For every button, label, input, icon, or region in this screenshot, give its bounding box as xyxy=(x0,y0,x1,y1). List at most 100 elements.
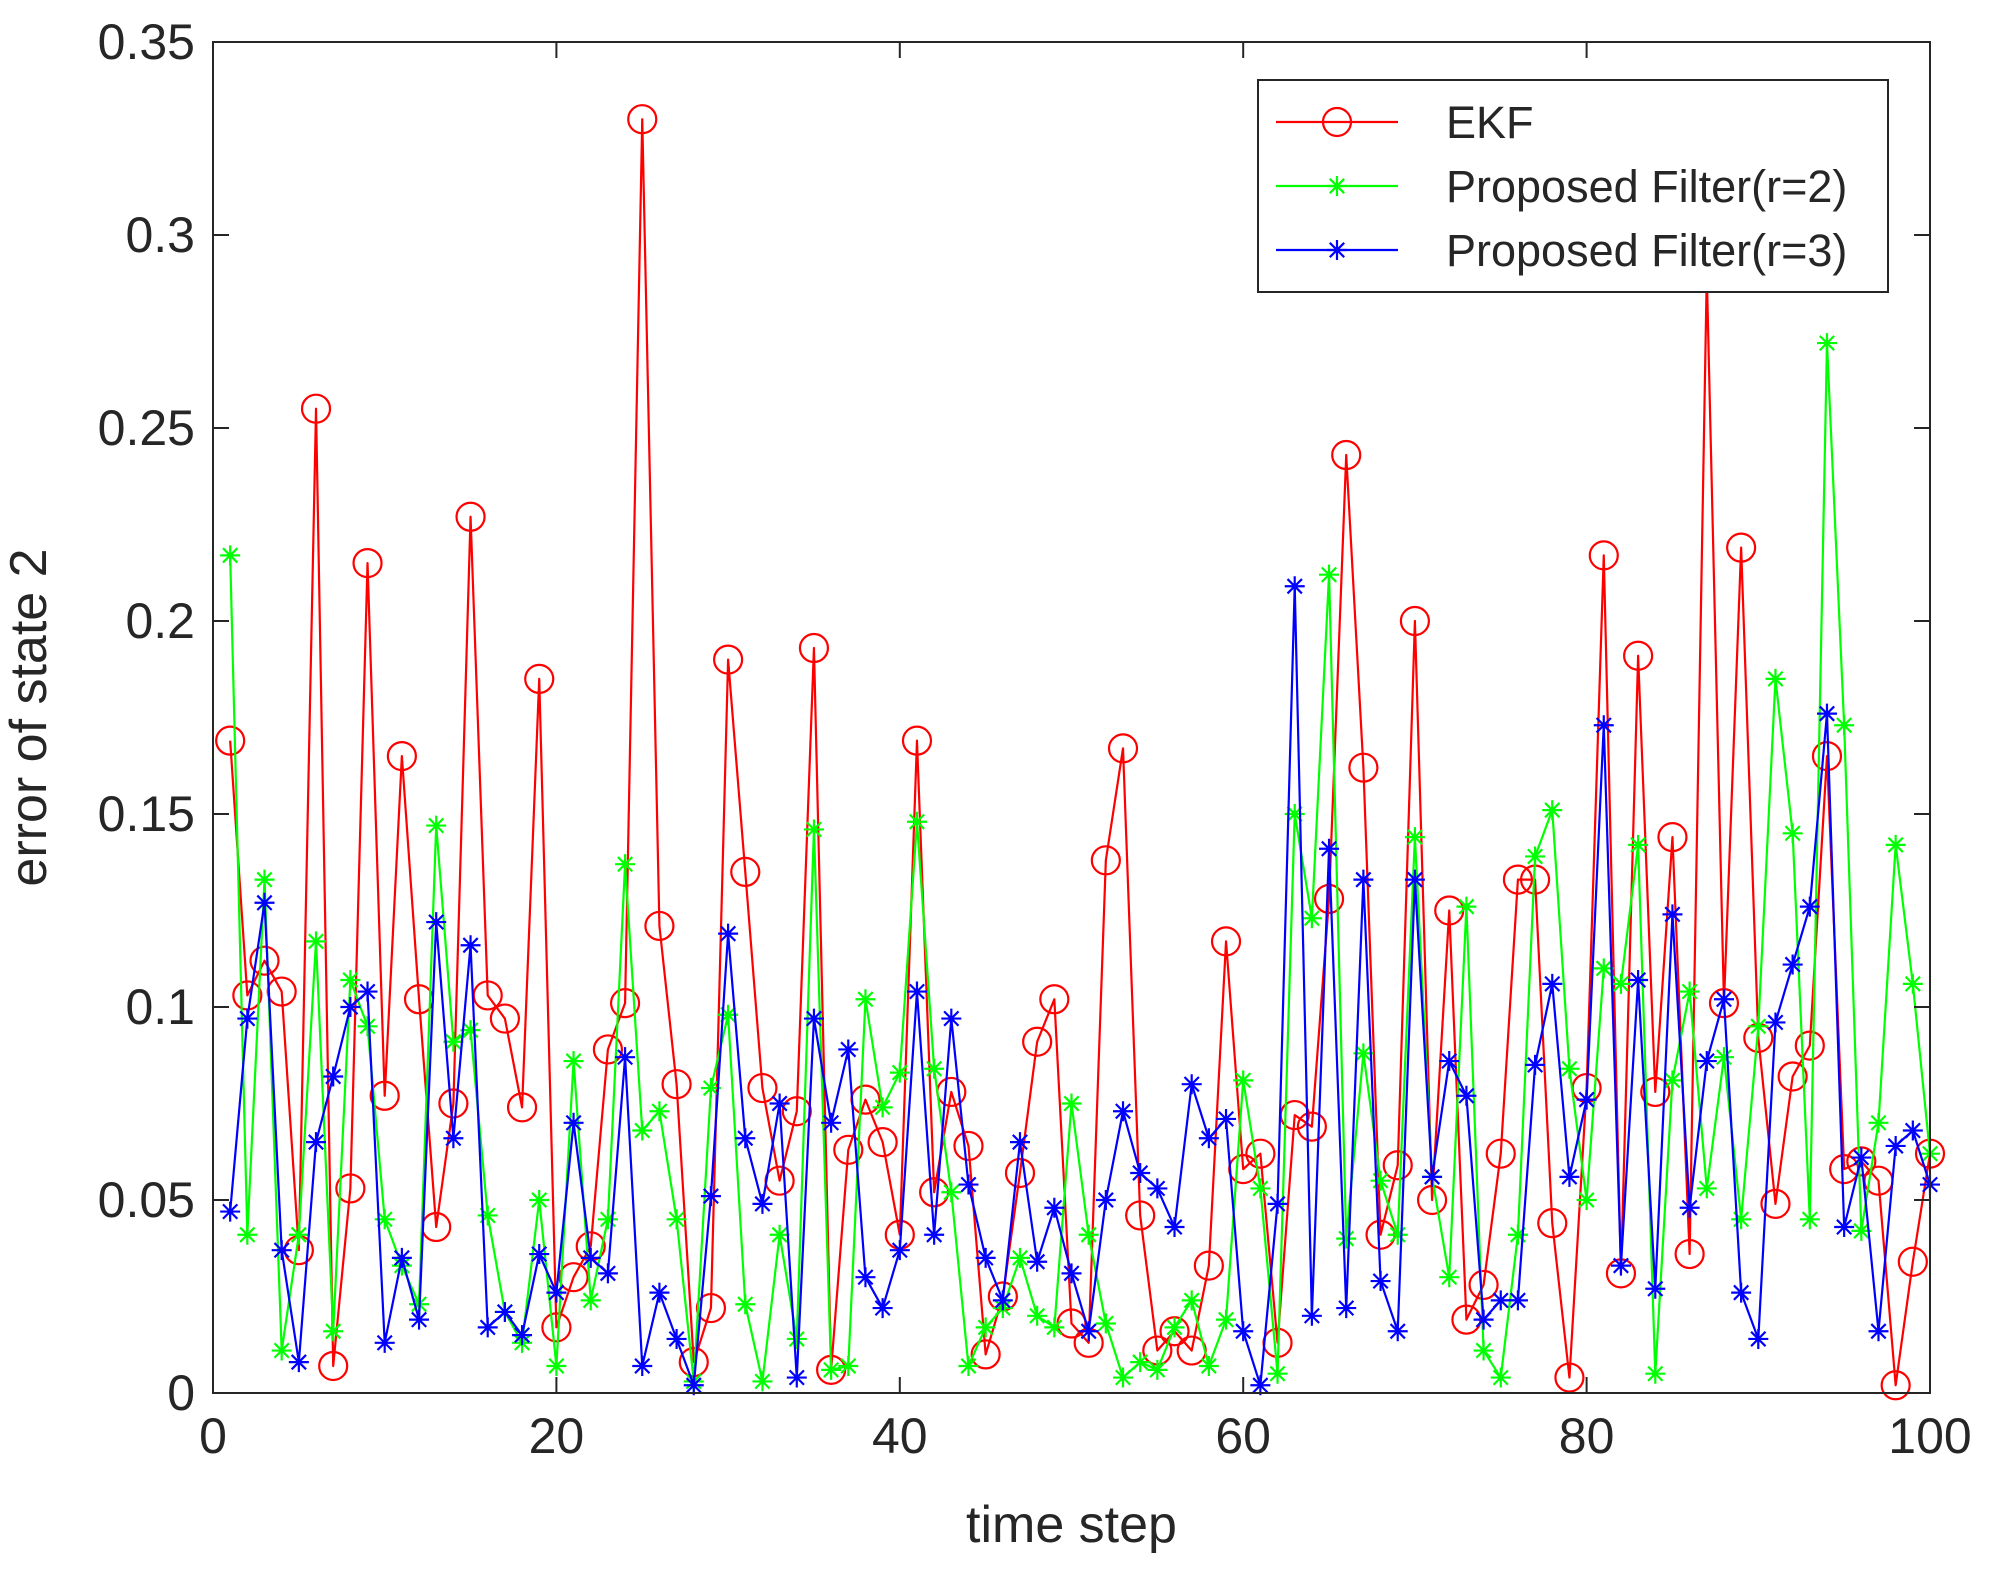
data-point xyxy=(889,1062,910,1083)
data-point xyxy=(271,1240,292,1261)
data-point xyxy=(1490,1290,1511,1311)
data-point xyxy=(1834,1217,1855,1238)
data-point xyxy=(1107,733,1139,764)
data-point xyxy=(1284,804,1305,824)
data-point xyxy=(1210,926,1242,957)
data-point xyxy=(237,1008,258,1029)
data-point xyxy=(369,1080,400,1111)
data-point xyxy=(1610,973,1631,994)
data-point xyxy=(683,1375,704,1396)
data-point xyxy=(563,1112,584,1133)
data-point xyxy=(1113,1101,1134,1122)
data-point xyxy=(1336,1298,1357,1319)
data-point xyxy=(288,1224,309,1245)
x-tick-label: 100 xyxy=(1888,1408,1971,1464)
data-point xyxy=(632,1120,653,1141)
data-point xyxy=(220,545,241,566)
data-point xyxy=(1039,984,1070,1015)
data-point xyxy=(1507,1224,1528,1245)
data-point xyxy=(1542,800,1563,821)
data-point xyxy=(254,892,275,913)
data-point xyxy=(644,910,675,942)
data-point xyxy=(1902,1120,1923,1141)
y-tick-label: 0.3 xyxy=(125,207,195,263)
data-point xyxy=(1095,1313,1116,1334)
data-point xyxy=(558,1262,589,1293)
data-point xyxy=(529,1190,550,1210)
data-point xyxy=(1439,1051,1460,1072)
data-point xyxy=(1851,1147,1872,1168)
series-3 xyxy=(220,576,1940,1396)
data-point xyxy=(1674,1238,1705,1270)
data-point xyxy=(718,1004,739,1025)
data-point xyxy=(318,1350,349,1382)
data-point xyxy=(1301,908,1322,929)
data-point xyxy=(1331,439,1362,471)
data-point xyxy=(1777,1061,1808,1092)
data-point xyxy=(1799,896,1820,917)
data-point xyxy=(1267,1193,1288,1214)
data-point xyxy=(1198,1355,1219,1376)
data-point xyxy=(323,1321,344,1342)
data-point xyxy=(1559,1058,1580,1079)
data-point xyxy=(1296,1111,1327,1142)
data-point xyxy=(700,1078,721,1099)
data-point xyxy=(1588,540,1619,571)
plot-frame xyxy=(212,41,1931,1394)
data-point xyxy=(1061,1093,1082,1114)
data-point xyxy=(1044,1197,1065,1218)
data-point xyxy=(1216,1108,1237,1129)
legend-label: Proposed Filter(r=3) xyxy=(1446,225,1847,276)
data-point xyxy=(1336,1228,1357,1249)
data-point xyxy=(1507,1290,1528,1311)
data-point xyxy=(460,935,481,956)
data-point xyxy=(798,632,830,664)
x-axis-title: time step xyxy=(966,1496,1177,1554)
data-point xyxy=(1662,1070,1683,1091)
data-point xyxy=(1404,869,1425,890)
data-point xyxy=(735,1294,756,1315)
data-point xyxy=(489,1003,520,1034)
series-line-2 xyxy=(229,341,1932,1383)
data-point xyxy=(821,1112,842,1133)
data-point xyxy=(1061,1263,1082,1284)
data-point xyxy=(941,1182,962,1203)
data-point xyxy=(597,1263,618,1284)
data-point xyxy=(1696,1051,1717,1072)
data-point xyxy=(1193,1250,1224,1281)
data-point xyxy=(1816,333,1837,354)
data-point xyxy=(1880,1370,1911,1401)
data-point xyxy=(1696,1178,1717,1199)
data-point xyxy=(838,1039,859,1060)
data-point xyxy=(546,1282,567,1303)
data-point xyxy=(254,869,275,890)
data-point xyxy=(1593,958,1614,979)
data-point xyxy=(666,1328,687,1349)
data-point xyxy=(1245,1138,1276,1169)
data-point xyxy=(580,1290,601,1311)
data-point xyxy=(958,1355,979,1376)
data-point xyxy=(752,1371,773,1392)
data-point xyxy=(1897,1246,1928,1277)
data-point xyxy=(1816,703,1837,724)
data-point xyxy=(438,1088,469,1119)
data-point xyxy=(1250,1375,1271,1396)
data-point xyxy=(970,1339,1001,1370)
data-point xyxy=(357,981,378,1002)
data-point xyxy=(975,1317,996,1338)
legend-entry-3: Proposed Filter(r=3) xyxy=(1276,225,1847,276)
data-point xyxy=(1319,838,1340,859)
data-point xyxy=(477,1317,498,1338)
data-point xyxy=(730,856,761,888)
data-point xyxy=(1125,1200,1156,1231)
series-line-3 xyxy=(229,585,1932,1387)
data-point xyxy=(838,1355,859,1376)
data-point xyxy=(769,1224,790,1245)
data-point xyxy=(712,644,744,675)
data-point xyxy=(1525,846,1546,867)
data-point xyxy=(1250,1178,1271,1199)
legend-entry-2: Proposed Filter(r=2) xyxy=(1276,161,1847,212)
data-point xyxy=(718,923,739,944)
data-point xyxy=(506,1092,538,1123)
data-point xyxy=(1657,822,1688,853)
